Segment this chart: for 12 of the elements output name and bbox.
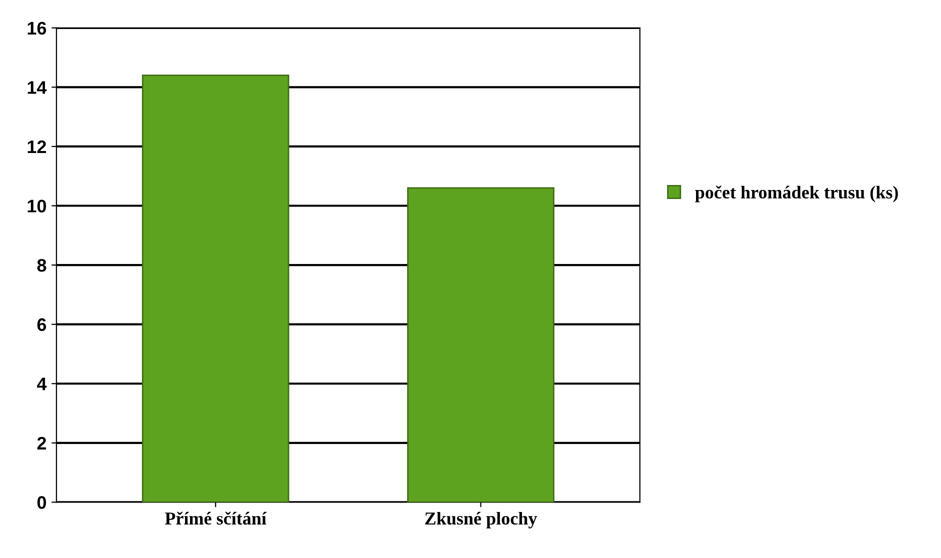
y-tick-label: 0 (37, 496, 46, 509)
y-tick-label: 10 (28, 200, 46, 212)
y-tick-label: 16 (28, 22, 46, 35)
legend-label: počet hromádek trusu (ks) (695, 186, 898, 202)
y-tick-label: 4 (36, 378, 47, 390)
y-tick-label: 12 (28, 140, 46, 154)
x-tick-label: Zkusné plochy (425, 512, 538, 528)
y-tick-label: 6 (37, 318, 46, 332)
y-tick-label: 8 (37, 258, 46, 272)
x-tick-label: Přímé sčítání (164, 512, 267, 525)
y-tick-label: 14 (28, 81, 47, 94)
y-tick-label: 2 (37, 436, 46, 450)
